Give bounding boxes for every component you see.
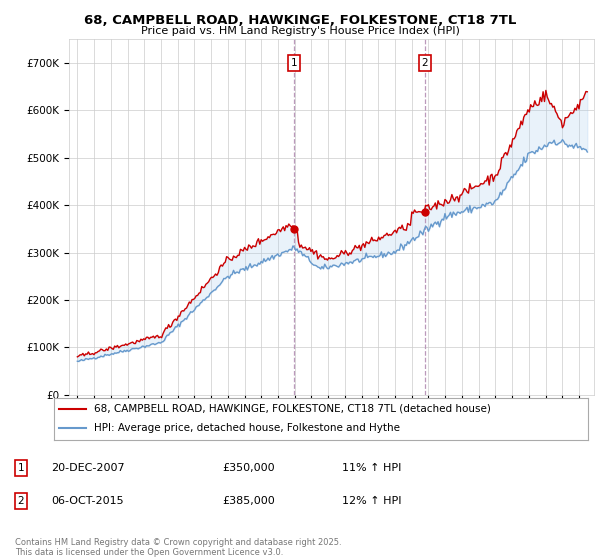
Text: 2: 2: [421, 58, 428, 68]
Text: 2: 2: [17, 496, 25, 506]
Text: 06-OCT-2015: 06-OCT-2015: [51, 496, 124, 506]
Text: Contains HM Land Registry data © Crown copyright and database right 2025.
This d: Contains HM Land Registry data © Crown c…: [15, 538, 341, 557]
Text: 1: 1: [17, 463, 25, 473]
Text: £350,000: £350,000: [222, 463, 275, 473]
Text: Price paid vs. HM Land Registry's House Price Index (HPI): Price paid vs. HM Land Registry's House …: [140, 26, 460, 36]
Text: 20-DEC-2007: 20-DEC-2007: [51, 463, 125, 473]
Text: 1: 1: [291, 58, 298, 68]
Text: 68, CAMPBELL ROAD, HAWKINGE, FOLKESTONE, CT18 7TL (detached house): 68, CAMPBELL ROAD, HAWKINGE, FOLKESTONE,…: [94, 404, 491, 414]
Text: 12% ↑ HPI: 12% ↑ HPI: [342, 496, 401, 506]
Text: HPI: Average price, detached house, Folkestone and Hythe: HPI: Average price, detached house, Folk…: [94, 423, 400, 433]
Text: £385,000: £385,000: [222, 496, 275, 506]
Text: 11% ↑ HPI: 11% ↑ HPI: [342, 463, 401, 473]
Text: 68, CAMPBELL ROAD, HAWKINGE, FOLKESTONE, CT18 7TL: 68, CAMPBELL ROAD, HAWKINGE, FOLKESTONE,…: [84, 14, 516, 27]
